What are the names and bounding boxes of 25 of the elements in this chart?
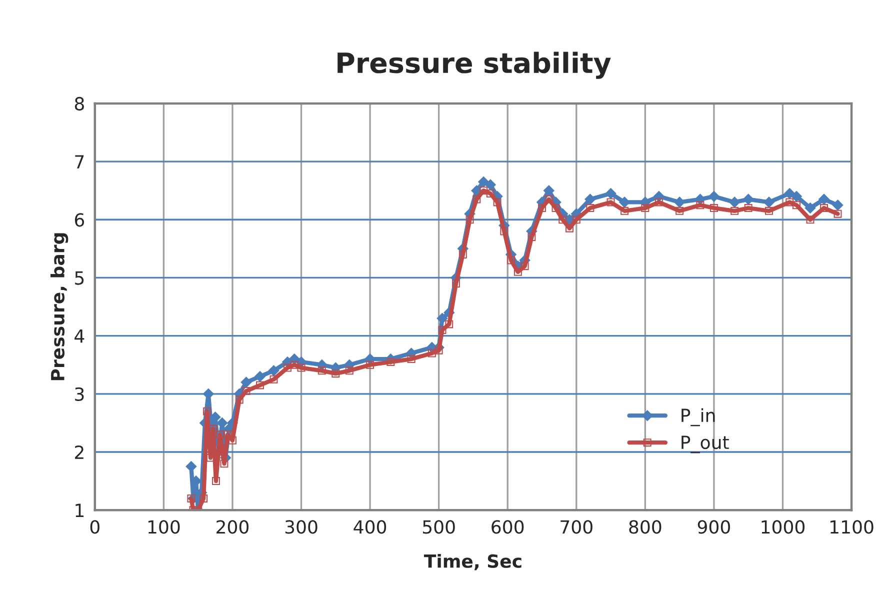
- x-tick-label: 900: [698, 520, 730, 534]
- legend-label: P_in: [682, 408, 715, 426]
- x-tick-label: 700: [560, 520, 592, 534]
- chart-title: Pressure stability: [338, 52, 611, 79]
- y-tick-label: 3: [75, 387, 84, 402]
- y-tick-label: 2: [75, 445, 84, 459]
- y-tick-label: 8: [74, 96, 84, 111]
- x-tick-label: 1100: [830, 520, 874, 534]
- x-axis-title: Time, Sec: [424, 554, 522, 570]
- y-axis-title: Pressure, barg: [50, 233, 68, 380]
- x-tick-label: 100: [148, 520, 180, 534]
- y-tick-label: 6: [74, 213, 84, 227]
- y-tick-label: 4: [74, 330, 84, 343]
- x-tick-label: 800: [629, 520, 662, 534]
- y-tick-label: 1: [76, 504, 84, 517]
- x-tick-label: 200: [216, 520, 249, 534]
- x-tick-label: 300: [285, 520, 318, 534]
- legend-label: P_out: [682, 436, 729, 454]
- x-tick-label: 600: [492, 520, 524, 534]
- x-tick-label: 1000: [762, 520, 805, 534]
- y-tick-label: 7: [75, 155, 84, 168]
- x-tick-label: 500: [422, 520, 455, 534]
- x-tick-label: 0: [90, 520, 100, 534]
- x-tick-label: 400: [354, 520, 386, 534]
- y-tick-label: 5: [75, 271, 84, 285]
